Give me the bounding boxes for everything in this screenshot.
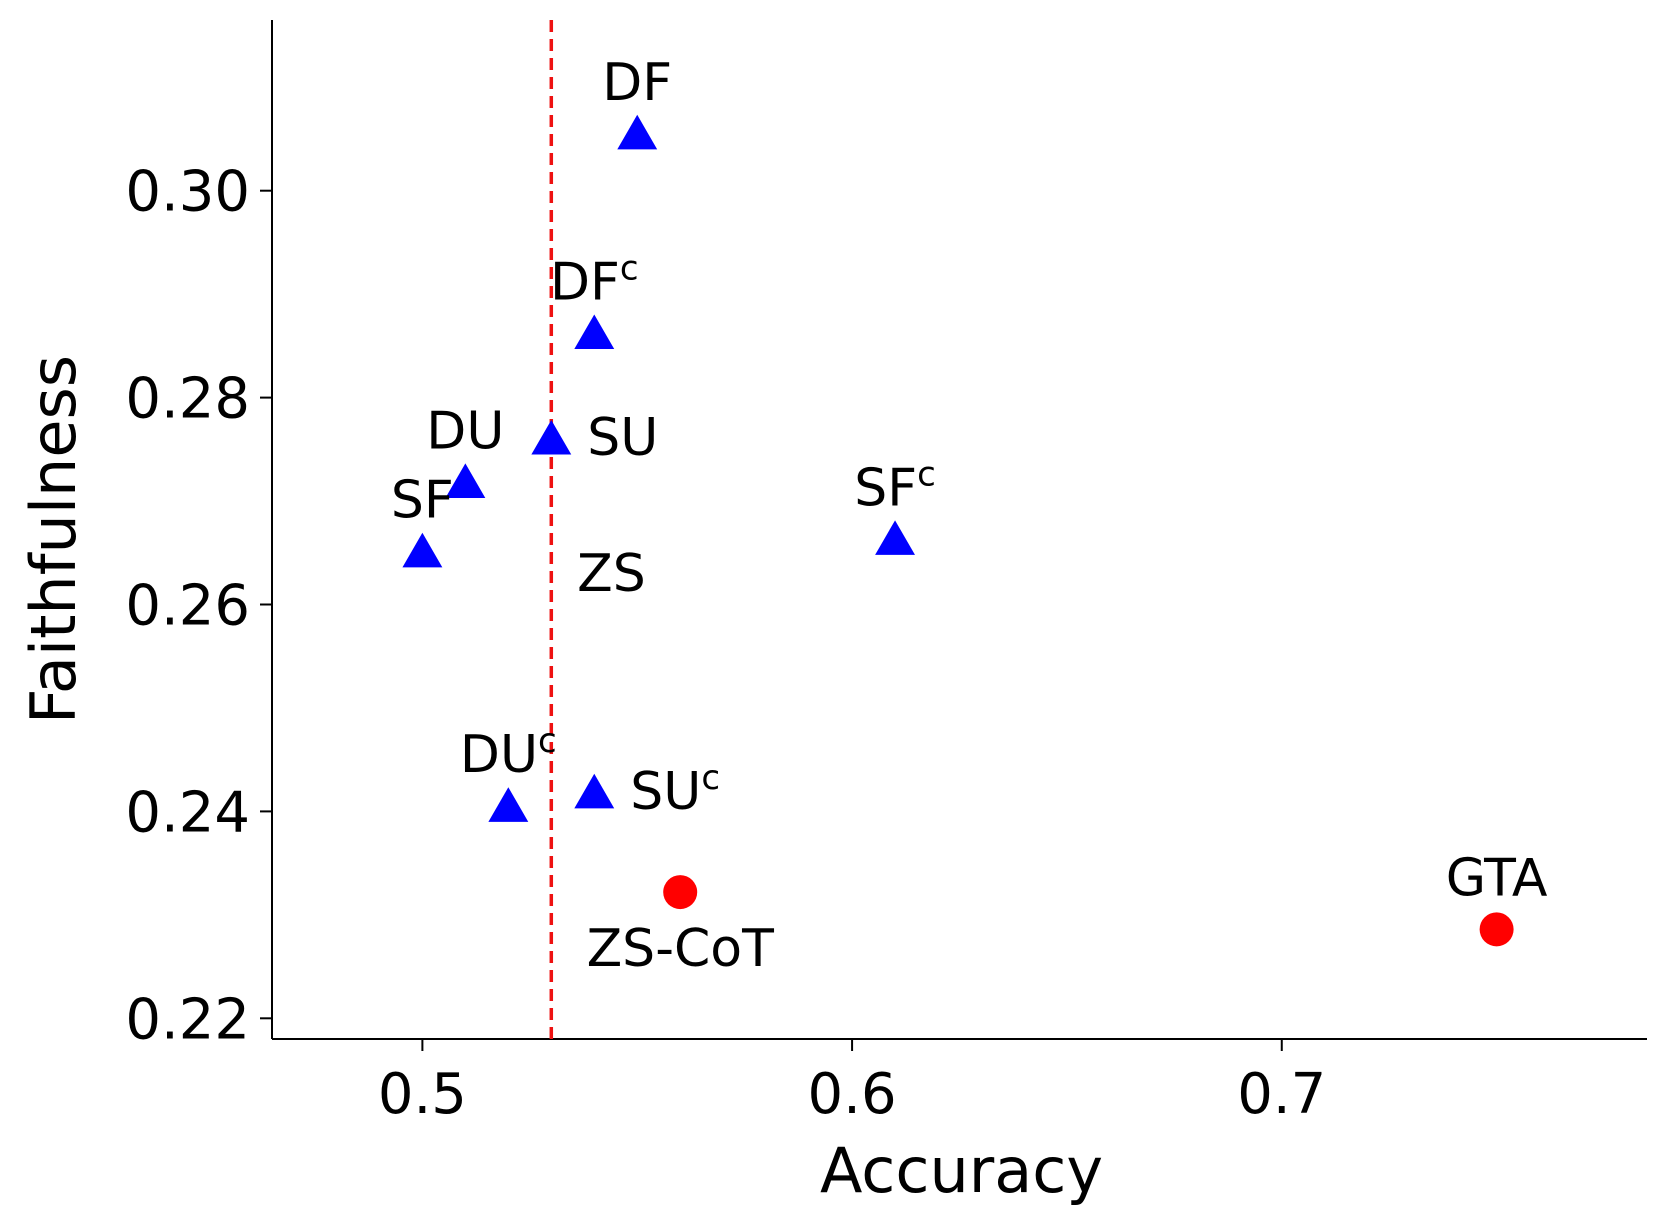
x-tick-label: 0.7	[1237, 1062, 1326, 1127]
point-label-text: DF	[550, 252, 620, 312]
point-label-text: GTA	[1446, 848, 1548, 908]
point-label-superscript: c	[701, 758, 720, 798]
triangle-marker	[488, 787, 529, 822]
point-label: DFc	[550, 248, 639, 312]
triangle-marker	[574, 773, 615, 809]
point-label: SFc	[854, 454, 936, 518]
point-label-text: ZS-CoT	[587, 919, 775, 979]
x-tick-label: 0.6	[808, 1062, 897, 1127]
point-label-text: DU	[426, 401, 504, 461]
y-tick-label: 0.28	[125, 367, 250, 432]
point-label: DF	[602, 53, 672, 113]
y-tick-label: 0.22	[125, 987, 250, 1052]
point-label-text: DF	[602, 53, 672, 113]
y-tick-label: 0.26	[125, 574, 250, 639]
point-label-text: SU	[630, 762, 701, 822]
triangle-marker	[875, 520, 915, 555]
axes: 0.5 0.6 0.7 0.22 0.24 0.26 0.28 0.30 Accuracy Fai…	[17, 20, 1647, 1207]
text-annotation: ZS	[577, 544, 646, 604]
point-label-superscript: c	[620, 248, 639, 288]
triangle-marker	[402, 532, 443, 568]
circle-marker	[663, 875, 698, 910]
point-label-superscript: c	[917, 454, 936, 494]
y-tick-label: 0.30	[125, 160, 250, 225]
point-label-superscript: c	[538, 721, 557, 761]
point-label: DU	[426, 401, 504, 461]
triangle-marker	[445, 463, 486, 499]
point-label: DUc	[460, 721, 557, 785]
point-label: SUc	[630, 758, 720, 822]
y-tick-label: 0.24	[125, 780, 250, 845]
point-label: SU	[587, 408, 658, 468]
point-label: SF	[391, 471, 454, 531]
triangle-marker	[574, 314, 615, 350]
triangle-marker	[617, 114, 658, 150]
point-label-text: DU	[460, 725, 538, 785]
circle-marker	[1479, 912, 1514, 947]
x-tick-label: 0.5	[378, 1062, 467, 1127]
triangle-marker	[531, 419, 572, 455]
x-axis-label: Accuracy	[820, 1134, 1103, 1207]
point-label: ZS-CoT	[587, 919, 775, 979]
point-label-text: SF	[854, 458, 917, 518]
y-axis-label: Faithfulness	[17, 355, 90, 724]
point-label-text: SU	[587, 408, 658, 468]
point-label-text: SF	[391, 471, 454, 531]
point-label: GTA	[1446, 848, 1548, 908]
